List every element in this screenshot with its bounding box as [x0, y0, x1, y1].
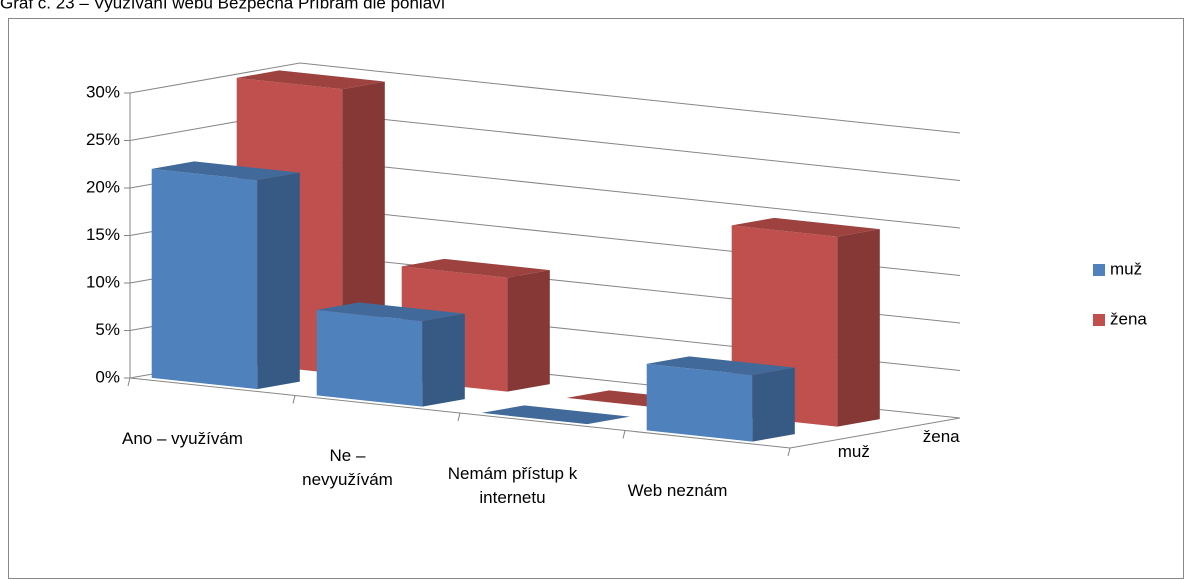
bar-top — [316, 302, 465, 322]
bar-top — [236, 70, 385, 90]
x-tick-label: Nemám přístup k internetu — [447, 463, 578, 507]
y-tick-label: 5% — [95, 320, 120, 339]
bar-top — [401, 258, 550, 278]
y-tick-label: 15% — [86, 225, 120, 244]
legend-swatch — [1093, 314, 1105, 326]
bar-side — [752, 367, 795, 442]
x-tick — [292, 395, 296, 404]
x-tick — [622, 430, 626, 439]
x-tick-label: Ano – využívám — [122, 428, 243, 448]
grid-line — [129, 62, 961, 134]
chart-title: Graf č. 23 – Využívání webu Bezpečná Pří… — [0, 0, 446, 12]
bar-front — [316, 309, 423, 407]
legend-label: muž — [1110, 259, 1142, 278]
chart-frame — [8, 18, 1184, 579]
x-tick-label: Ne – nevyužívám — [302, 446, 393, 490]
bar-top — [646, 356, 795, 376]
legend-swatch — [1093, 264, 1105, 276]
depth-label: muž — [838, 442, 870, 461]
bar-top — [151, 161, 300, 181]
legend-label: žena — [1110, 309, 1147, 328]
y-tick-label: 30% — [86, 82, 120, 101]
bar-side — [837, 229, 880, 427]
bar-side — [342, 81, 385, 375]
bar-front — [646, 363, 753, 442]
y-tick-label: 20% — [86, 177, 120, 196]
bar-top — [481, 405, 630, 425]
depth-label: žena — [923, 427, 960, 446]
x-tick — [457, 412, 461, 422]
x-tick — [787, 447, 791, 457]
bar-side — [507, 270, 550, 392]
y-tick-label: 25% — [86, 130, 120, 149]
bar-side — [422, 313, 465, 407]
x-tick — [127, 377, 131, 387]
bar-top — [731, 217, 880, 237]
y-tick-label: 0% — [95, 367, 120, 386]
x-tick-label: Web neznám — [627, 481, 728, 501]
bar-front — [151, 168, 258, 390]
bar-side — [257, 172, 300, 390]
y-tick-label: 10% — [86, 272, 120, 291]
